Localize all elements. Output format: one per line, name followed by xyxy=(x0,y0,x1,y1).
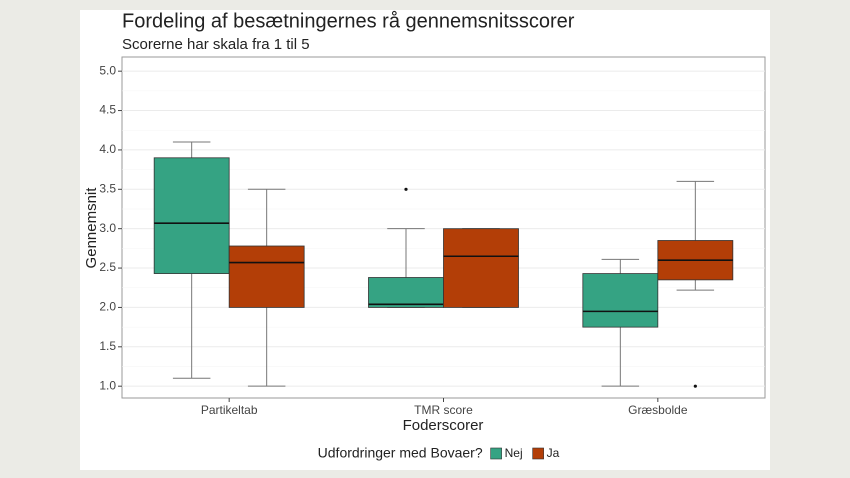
y-tick-label: 4.5 xyxy=(99,103,116,117)
y-tick-label: 1.5 xyxy=(99,339,116,353)
box xyxy=(228,245,305,308)
y-tick-label: 3.0 xyxy=(99,221,116,235)
x-tick-label: Græsbolde xyxy=(628,403,688,417)
outlier xyxy=(693,384,697,388)
legend-key xyxy=(490,447,502,460)
box xyxy=(368,277,444,308)
legend-key xyxy=(532,447,544,460)
y-tick-label: 5.0 xyxy=(99,63,116,77)
y-axis-label: Gennemsnit xyxy=(83,187,100,269)
x-tick-label: TMR score xyxy=(414,403,473,417)
box xyxy=(153,157,230,274)
x-tick-label: Partikeltab xyxy=(201,403,258,417)
x-axis-label: Foderscorer xyxy=(403,417,484,434)
y-tick-label: 4.0 xyxy=(99,142,116,156)
y-tick-label: 2.0 xyxy=(99,300,116,314)
box xyxy=(443,228,519,308)
chart-subtitle: Scorerne har skala fra 1 til 5 xyxy=(122,36,310,53)
y-tick-label: 2.5 xyxy=(99,260,116,274)
legend-label: Ja xyxy=(547,446,560,460)
box xyxy=(582,273,659,328)
chart-title: Fordeling af besætningernes rå gennemsni… xyxy=(122,10,575,32)
outlier xyxy=(404,187,408,191)
legend-label: Nej xyxy=(505,446,523,460)
y-tick-label: 1.0 xyxy=(99,378,116,392)
legend-title: Udfordringer med Bovaer? xyxy=(318,445,483,461)
y-tick-label: 3.5 xyxy=(99,181,116,195)
